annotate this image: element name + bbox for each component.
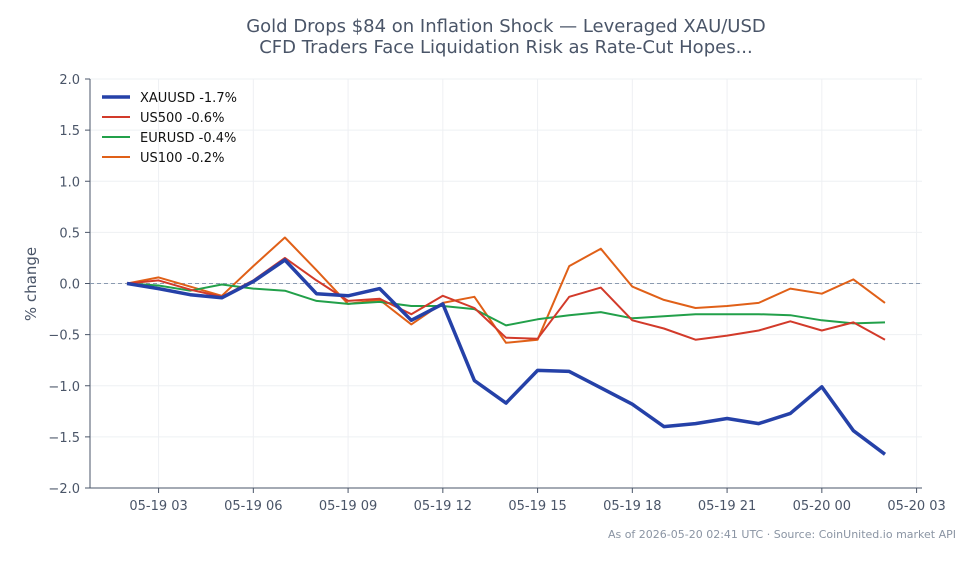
- y-axis-label: % change: [22, 247, 40, 321]
- series-line: [126, 236, 886, 344]
- series-line: [126, 256, 886, 341]
- y-tick-label: −2.0: [48, 482, 80, 497]
- legend-label: EURUSD -0.4%: [140, 131, 236, 146]
- x-tick-label: 05-19 09: [319, 499, 377, 514]
- x-tick-label: 05-19 03: [129, 499, 187, 514]
- y-tick-label: 0.5: [59, 226, 80, 241]
- y-tick-label: 1.5: [59, 124, 80, 139]
- legend-label: XAUUSD -1.7%: [140, 91, 237, 106]
- x-tick-label: 05-19 18: [603, 499, 661, 514]
- x-tick-label: 05-20 03: [887, 499, 945, 514]
- y-tick-label: 2.0: [59, 73, 80, 88]
- series-line: [126, 258, 887, 456]
- y-tick-label: −1.5: [48, 431, 80, 446]
- x-tick-label: 05-19 21: [698, 499, 756, 514]
- legend-label: US100 -0.2%: [140, 151, 224, 166]
- y-tick-label: 0.0: [59, 278, 80, 293]
- y-tick-label: −1.0: [48, 380, 80, 395]
- x-tick-label: 05-19 06: [224, 499, 282, 514]
- y-tick-label: −0.5: [48, 329, 80, 344]
- x-tick-label: 05-20 00: [793, 499, 851, 514]
- x-tick-label: 05-19 15: [508, 499, 566, 514]
- chart-title: Gold Drops $84 on Inflation Shock — Leve…: [246, 16, 766, 37]
- series-line: [126, 282, 886, 327]
- legend-label: US500 -0.6%: [140, 111, 224, 126]
- chart-subtitle: CFD Traders Face Liquidation Risk as Rat…: [259, 37, 753, 58]
- y-tick-label: 1.0: [59, 175, 80, 190]
- source-note: As of 2026-05-20 02:41 UTC · Source: Coi…: [608, 528, 956, 541]
- x-tick-label: 05-19 12: [414, 499, 472, 514]
